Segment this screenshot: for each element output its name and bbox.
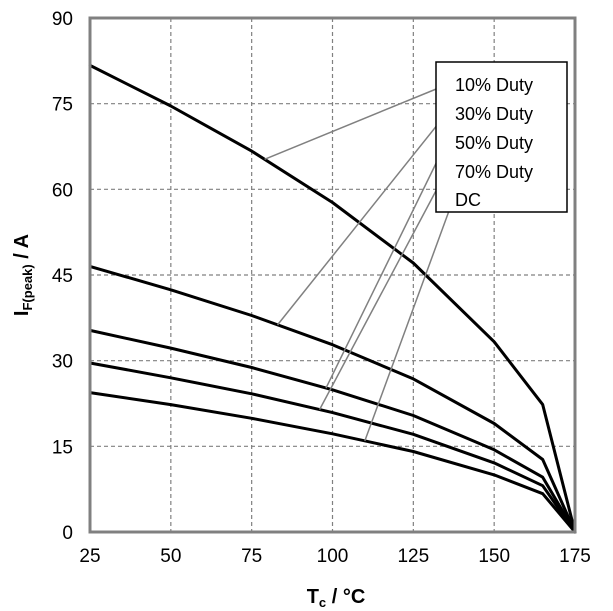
y-tick-label: 60 bbox=[52, 180, 73, 201]
legend-leader-line bbox=[276, 113, 447, 326]
x-tick-label: 50 bbox=[160, 546, 181, 567]
grid-lines bbox=[90, 18, 575, 532]
legend-leader-line bbox=[318, 171, 447, 410]
y-tick-label: 90 bbox=[52, 9, 73, 30]
legend-box bbox=[435, 61, 568, 213]
x-tick-label: 175 bbox=[559, 546, 591, 567]
series-line-5 bbox=[88, 391, 577, 534]
x-tick-label: 150 bbox=[478, 546, 510, 567]
series-curves bbox=[88, 63, 577, 534]
y-tick-label: 75 bbox=[52, 95, 73, 116]
legend-leader-lines bbox=[264, 84, 454, 442]
x-tick-label: 100 bbox=[317, 546, 349, 567]
legend-label: 50% Duty bbox=[455, 133, 533, 153]
plot-frame bbox=[88, 16, 577, 534]
series-line-2 bbox=[88, 264, 577, 534]
legend-label: 30% Duty bbox=[455, 104, 533, 124]
legend-leader-line bbox=[325, 142, 447, 389]
series-line-3 bbox=[88, 328, 577, 534]
y-tick-label: 15 bbox=[52, 437, 73, 458]
y-tick-label: 45 bbox=[52, 266, 73, 287]
legend-label: DC bbox=[455, 190, 481, 210]
y-tick-label: 30 bbox=[52, 352, 73, 373]
y-axis-label: IF(peak) / A bbox=[11, 234, 35, 316]
series-line-1 bbox=[88, 63, 577, 534]
series-line-4 bbox=[88, 361, 577, 534]
legend: 10% Duty 30% Duty 50% Duty 70% Duty DC bbox=[435, 61, 568, 213]
legend-label: 70% Duty bbox=[455, 162, 533, 182]
legend-leader-line bbox=[264, 84, 447, 160]
y-tick-label: 0 bbox=[62, 523, 73, 544]
x-tick-label: 125 bbox=[397, 546, 429, 567]
tick-labels: 25 50 75 100 125 150 175 0 15 30 45 60 75 90 bbox=[52, 9, 591, 567]
legend-label: 10% Duty bbox=[455, 75, 533, 95]
x-tick-label: 75 bbox=[241, 546, 262, 567]
x-axis-label: Tc / °C bbox=[307, 586, 366, 610]
x-tick-label: 25 bbox=[79, 546, 100, 567]
legend-leader-line bbox=[364, 199, 454, 442]
